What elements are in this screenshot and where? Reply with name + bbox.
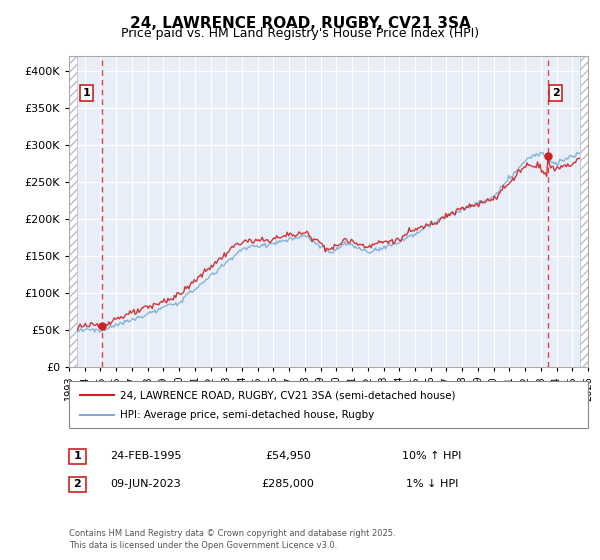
Text: 24, LAWRENCE ROAD, RUGBY, CV21 3SA: 24, LAWRENCE ROAD, RUGBY, CV21 3SA xyxy=(130,16,470,31)
Text: 24, LAWRENCE ROAD, RUGBY, CV21 3SA (semi-detached house): 24, LAWRENCE ROAD, RUGBY, CV21 3SA (semi… xyxy=(120,390,455,400)
Text: 24-FEB-1995: 24-FEB-1995 xyxy=(110,451,181,461)
Text: 1: 1 xyxy=(83,88,91,98)
Text: 2: 2 xyxy=(552,88,559,98)
Text: £54,950: £54,950 xyxy=(265,451,311,461)
Text: Contains HM Land Registry data © Crown copyright and database right 2025.
This d: Contains HM Land Registry data © Crown c… xyxy=(69,529,395,550)
Text: Price paid vs. HM Land Registry's House Price Index (HPI): Price paid vs. HM Land Registry's House … xyxy=(121,27,479,40)
Text: 10% ↑ HPI: 10% ↑ HPI xyxy=(403,451,461,461)
Text: 1% ↓ HPI: 1% ↓ HPI xyxy=(406,479,458,489)
Text: £285,000: £285,000 xyxy=(262,479,314,489)
Text: 1: 1 xyxy=(74,451,81,461)
Text: 2: 2 xyxy=(74,479,81,489)
Text: 09-JUN-2023: 09-JUN-2023 xyxy=(110,479,181,489)
Text: HPI: Average price, semi-detached house, Rugby: HPI: Average price, semi-detached house,… xyxy=(120,410,374,420)
